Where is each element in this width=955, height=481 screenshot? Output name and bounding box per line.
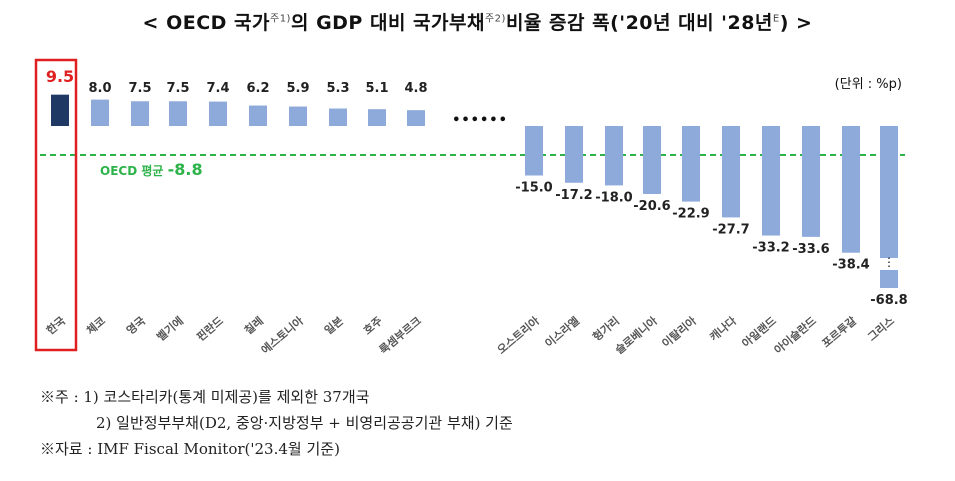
title-prefix: < OECD 국가 [142, 12, 270, 34]
bar-13 [605, 126, 623, 186]
bar-6 [249, 105, 267, 126]
value-label-8: 5.3 [326, 81, 349, 96]
bar-16 [722, 126, 740, 218]
source-line: ※자료 : IMF Fiscal Monitor('23.4월 기준) [40, 440, 340, 458]
unit-label: (단위 : %p) [835, 77, 902, 92]
category-label-14: 슬로베니아 [612, 313, 660, 357]
note-line-1: ※주 : 1) 코스타리카(통계 미제공)를 제외한 37개국 [40, 388, 370, 406]
oecd-average-label: OECD 평균 -8.8 [100, 160, 203, 179]
category-label-20: 그리스 [865, 314, 897, 344]
category-label-1: 한국 [43, 314, 68, 338]
bar-17 [762, 126, 780, 236]
value-label-20: -68.8 [870, 293, 907, 308]
category-label-6: 칠레 [241, 314, 266, 338]
value-label-14: -20.6 [633, 199, 670, 214]
bar-4 [169, 101, 187, 126]
value-label-11: -15.0 [515, 181, 552, 196]
category-label-10: 룩셈부르크 [376, 314, 424, 357]
category-label-3: 영국 [124, 314, 148, 337]
value-label-5: 7.4 [206, 81, 229, 96]
chart-title: < OECD 국가주1)의 GDP 대비 국가부채주2)비율 증감 폭('20년… [0, 8, 955, 35]
bar-20 [880, 126, 898, 288]
bar-7 [289, 106, 307, 126]
category-label-18: 아이슬란드 [771, 314, 819, 357]
category-label-7: 에스토니아 [258, 313, 306, 357]
title-suffix: 비율 증감 폭('20년 대비 '28년 [505, 12, 773, 34]
axis-break-gap [879, 258, 899, 270]
value-label-15: -22.9 [672, 207, 709, 222]
title-footnote-2: 주2) [484, 13, 506, 25]
title-middle: 의 GDP 대비 국가부채 [290, 12, 485, 34]
bar-10 [407, 110, 425, 126]
bar-8 [329, 108, 347, 126]
value-label-3: 7.5 [128, 81, 151, 96]
bar-2 [91, 99, 109, 126]
category-label-9: 호주 [360, 314, 385, 338]
category-label-12: 이스라엘 [542, 314, 582, 351]
value-label-9: 5.1 [365, 81, 388, 96]
title-end: ) > [779, 12, 813, 34]
value-label-13: -18.0 [595, 190, 632, 205]
bar-11 [525, 126, 543, 176]
highlight-box [34, 58, 78, 352]
value-label-16: -27.7 [712, 222, 749, 237]
category-label-13: 헝가리 [590, 314, 622, 344]
axis-break-mark: ⋮ [883, 255, 895, 269]
value-label-1: 9.5 [46, 67, 74, 86]
bar-9 [368, 109, 386, 126]
bar-5 [209, 101, 227, 126]
bar-12 [565, 126, 583, 183]
category-label-11: 오스트리아 [494, 313, 542, 357]
category-label-16: 캐나다 [707, 313, 740, 344]
value-label-10: 4.8 [404, 81, 427, 96]
note-line-2: 2) 일반정부부채(D2, 중앙·지방정부 + 비영리공공기관 부채) 기준 [96, 414, 513, 432]
category-label-4: 벨기에 [154, 314, 186, 344]
ellipsis-gap: •••••• [452, 113, 508, 128]
value-label-6: 6.2 [246, 81, 269, 96]
value-label-18: -33.6 [792, 242, 829, 257]
value-label-12: -17.2 [555, 188, 592, 203]
title-estimate-mark: E [772, 13, 780, 25]
category-label-15: 이탈리아 [659, 313, 700, 350]
value-label-19: -38.4 [832, 258, 869, 273]
bar-1 [51, 94, 69, 126]
value-label-2: 8.0 [88, 81, 111, 96]
bar-14 [643, 126, 661, 194]
category-label-19: 포르투갈 [819, 314, 859, 351]
bar-chart: (단위 : %p) •••••• OECD 평균 -8.8 9.5 한국 8.0 체코 7.5… [34, 58, 908, 357]
value-label-17: -33.2 [752, 241, 789, 256]
bar-3 [131, 101, 149, 126]
category-label-5: 핀란드 [194, 314, 226, 344]
value-label-7: 5.9 [286, 81, 309, 96]
category-label-2: 체코 [83, 314, 108, 338]
title-footnote-1: 주1) [270, 13, 291, 25]
bar-15 [682, 126, 700, 202]
bar-18 [802, 126, 820, 237]
bar-19 [842, 126, 860, 253]
value-label-4: 7.5 [166, 81, 189, 96]
category-label-8: 일본 [321, 314, 346, 338]
